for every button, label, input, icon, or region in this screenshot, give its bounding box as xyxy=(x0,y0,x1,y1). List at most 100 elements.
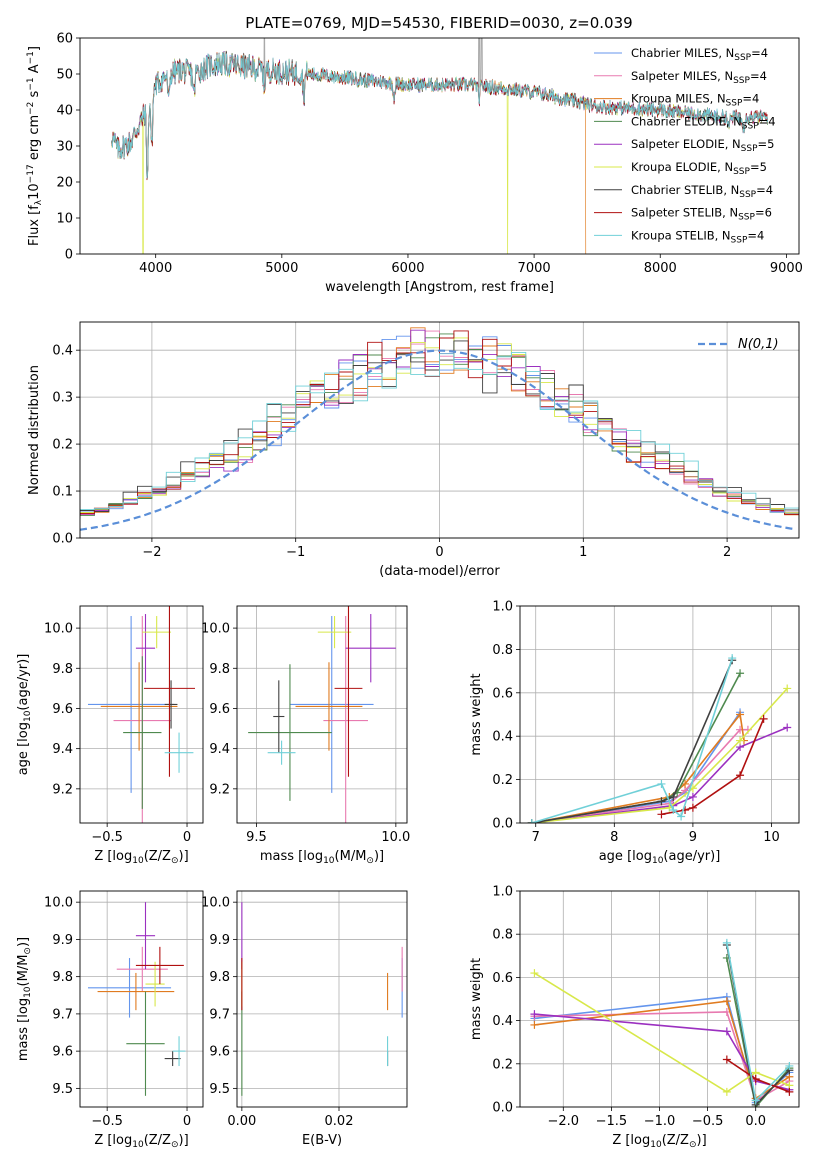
residuals-frame xyxy=(79,321,800,539)
x-tick-label: 9.5 xyxy=(246,830,267,845)
y-tick-label: 0.4 xyxy=(492,1014,513,1029)
y-tick-label: 9.6 xyxy=(209,1045,230,1060)
legend-entry: Salpeter MILES, NSSP=4 xyxy=(631,69,767,86)
errorbar-salpeter-elodie xyxy=(345,614,396,683)
figure-title: PLATE=0769, MJD=54530, FIBERID=0030, z=0… xyxy=(245,14,632,32)
y-tick-label: 0.2 xyxy=(492,1057,513,1072)
y-tick-label: 9.9 xyxy=(209,933,230,948)
spectrum-frame xyxy=(79,37,800,255)
age-vs-mass-frame xyxy=(236,605,408,824)
x-tick-label: −1.5 xyxy=(596,1114,628,1129)
weight-point xyxy=(783,723,792,732)
weight-series-kroupa-elodie xyxy=(530,969,794,1096)
weight-point xyxy=(736,710,745,719)
spectrum-legend: Chabrier MILES, NSSP=4 Salpeter MILES, NS… xyxy=(594,46,776,245)
weight-point xyxy=(722,1055,731,1064)
y-tick-label: 0.3 xyxy=(52,391,73,406)
age-vs-mass-errorbars xyxy=(248,606,396,823)
y-tick-label: 0.4 xyxy=(52,344,73,359)
weight-point xyxy=(657,810,666,819)
x-tick-label: −2.0 xyxy=(548,1114,580,1129)
y-tick-label: 10.0 xyxy=(44,896,73,911)
residuals-xlabel: (data-model)/error xyxy=(379,564,500,579)
y-tick-label: 0.0 xyxy=(52,532,73,547)
weight-point xyxy=(669,805,678,814)
x-tick-label: 10 xyxy=(763,830,780,845)
age-vs-z-xlabel: Z [log10(Z/Z⊙)] xyxy=(94,849,188,866)
y-tick-label: 9.6 xyxy=(52,1045,73,1060)
errorbar-chabrier-miles xyxy=(289,616,374,793)
errorbar-kroupa-miles xyxy=(97,972,175,1011)
x-tick-label: 0.00 xyxy=(227,1114,256,1129)
errorbar-chabrier-stelib xyxy=(273,680,285,753)
x-tick-label: 9 xyxy=(689,830,697,845)
mass-vs-ebv-grid xyxy=(237,891,407,1107)
x-tick-label: 8 xyxy=(610,830,618,845)
x-tick-label: −0.5 xyxy=(692,1114,724,1129)
x-tick-label: 0 xyxy=(183,830,191,845)
errorbar-salpeter-stelib xyxy=(334,606,363,777)
legend-entry: Salpeter ELODIE, NSSP=5 xyxy=(631,137,774,154)
spectrum-axes: 4000 5000 6000 7000 8000 9000 0 10 20 30 40 50 60 xyxy=(56,32,802,277)
residuals-axes: −2 −1 0 1 2 0.0 0.1 0.2 0.3 0.4 xyxy=(52,322,799,560)
normal-legend-label: N(0,1) xyxy=(738,337,779,352)
mass-vs-z-axes: −0.5 0 9.5 9.6 9.7 9.8 9.9 10.0 xyxy=(44,891,203,1129)
errorbar-chabrier-miles xyxy=(87,616,175,793)
x-tick-label: 8000 xyxy=(644,261,677,276)
weight-point xyxy=(728,654,737,663)
mass-vs-z-grid xyxy=(80,891,203,1107)
y-tick-label: 10 xyxy=(56,212,73,227)
mass-vs-z-frame xyxy=(79,890,204,1108)
weight-point xyxy=(785,1061,794,1070)
x-tick-label: 10.0 xyxy=(381,830,410,845)
y-tick-label: 9.8 xyxy=(52,970,73,985)
errorbar-kroupa-miles xyxy=(100,662,178,751)
weight-series-salpeter-stelib xyxy=(722,1055,794,1096)
mass-vs-z-ylabel: mass [log10(M/M⊙)] xyxy=(16,937,33,1061)
weight-point xyxy=(530,969,539,978)
weight-point xyxy=(688,792,697,801)
y-tick-label: 0 xyxy=(65,248,73,263)
y-tick-label: 9.7 xyxy=(52,1007,73,1022)
x-tick-label: −0.5 xyxy=(91,830,123,845)
age-vs-z-axes: −0.5 0 9.2 9.4 9.6 9.8 10.0 xyxy=(44,606,203,845)
errorbar-chabrier-elodie xyxy=(248,664,332,801)
weight-vs-age-xlabel: age [log10(age/yr)] xyxy=(599,849,721,866)
x-tick-label: 4000 xyxy=(139,261,172,276)
legend-entry: Kroupa MILES, NSSP=4 xyxy=(631,92,759,109)
x-tick-label: 7000 xyxy=(518,261,551,276)
weight-point xyxy=(530,1010,539,1019)
normal-curve xyxy=(80,349,797,531)
y-tick-label: 60 xyxy=(56,32,73,47)
y-tick-label: 0.8 xyxy=(492,643,513,658)
x-tick-label: 0.02 xyxy=(325,1114,354,1129)
errorbar-kroupa-elodie xyxy=(317,616,352,649)
errorbar-salpeter-miles xyxy=(323,616,368,823)
errorbar-kroupa-stelib xyxy=(267,740,296,765)
mass-vs-ebv-axes: 0.00 0.02 9.5 9.6 9.7 9.8 9.9 10.0 xyxy=(201,891,407,1129)
x-tick-label: 5000 xyxy=(265,261,298,276)
weight-series-salpeter-stelib xyxy=(657,714,768,819)
y-tick-label: 0.0 xyxy=(492,1101,513,1116)
legend-entry: Chabrier ELODIE, NSSP=4 xyxy=(631,114,776,131)
y-tick-label: 0.8 xyxy=(492,928,513,943)
errorbar-chabrier-stelib xyxy=(164,680,178,729)
x-tick-label: 9000 xyxy=(770,261,803,276)
y-tick-label: 9.6 xyxy=(209,702,230,717)
weight-point xyxy=(785,1087,794,1096)
weight-point xyxy=(688,803,697,812)
y-tick-label: 10.0 xyxy=(44,622,73,637)
errorbar-salpeter-stelib xyxy=(143,606,196,777)
residual-histograms xyxy=(80,327,799,531)
weight-point xyxy=(751,1074,760,1083)
weight-point xyxy=(657,797,666,806)
x-tick-label: 0.0 xyxy=(745,1114,766,1129)
residual-hist-kroupa-stelib xyxy=(80,351,799,516)
y-tick-label: 0.2 xyxy=(52,438,73,453)
legend-entry: Chabrier MILES, NSSP=4 xyxy=(631,46,768,63)
mass-vs-ebv-errorbars xyxy=(241,902,403,1096)
weight-point xyxy=(783,684,792,693)
age-vs-mass-grid xyxy=(237,606,407,823)
x-tick-label: 7 xyxy=(532,830,540,845)
